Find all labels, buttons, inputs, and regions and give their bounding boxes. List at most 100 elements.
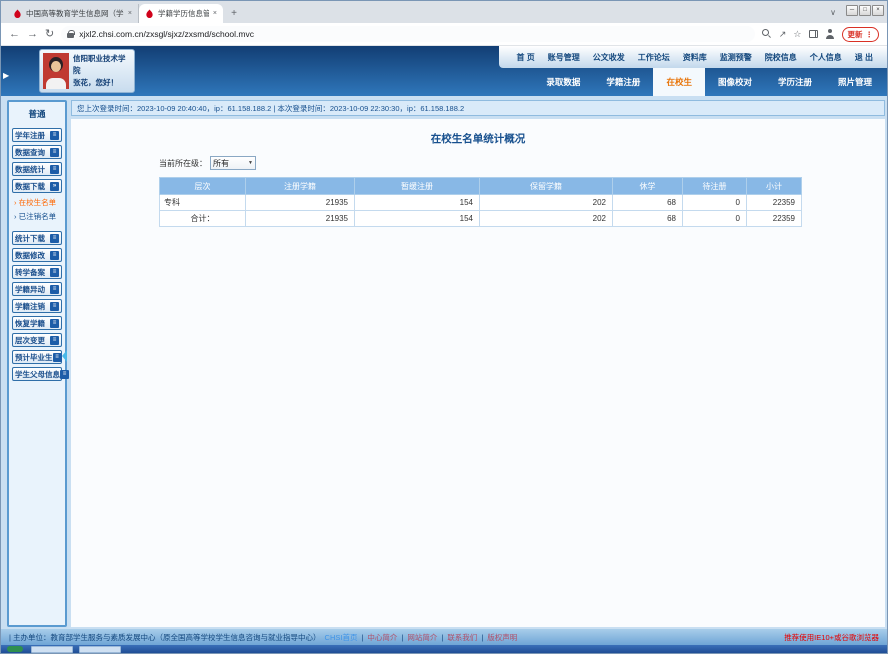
new-tab-button[interactable]: +	[231, 8, 237, 19]
footer-link-site-intro[interactable]: 网站简介	[407, 632, 438, 642]
retained-count-link[interactable]: 202	[479, 194, 613, 211]
sidebar-item-status-cancel[interactable]: 学籍注销 ≡	[12, 299, 62, 313]
sidebar-item-data-stats[interactable]: 数据统计 ≡	[12, 162, 62, 176]
sidebar-item-data-download[interactable]: 数据下载 »	[12, 179, 62, 193]
kebab-menu-icon[interactable]: ⋮	[865, 29, 874, 39]
tab-image-check[interactable]: 图像校对	[717, 77, 752, 87]
share-icon[interactable]: ↗	[778, 28, 787, 39]
menu-expand-icon: ≡	[50, 250, 59, 260]
forward-button[interactable]: →	[27, 27, 38, 40]
content-area: 普通 学年注册 ≡ 数据查询 ≡ 数据统计 ≡ 数据下载 » › 在校生名单 › 已注销…	[1, 96, 887, 629]
footer-separator: |	[441, 632, 444, 642]
footer-host-text: | 主办单位：教育部学生服务与素质发展中心（原全国高等学校学生信息咨询与就业指导…	[9, 632, 321, 642]
grade-select[interactable]: 所有 ▼	[210, 156, 256, 170]
sidebar-item-year-register[interactable]: 学年注册 ≡	[12, 128, 62, 142]
window-chevron-icon[interactable]: ∨	[830, 8, 836, 17]
sidebar-item-stats-download[interactable]: 统计下载 ≡	[12, 231, 62, 245]
nav-home[interactable]: 首 页	[516, 52, 535, 62]
url-text[interactable]: xjxl2.chsi.com.cn/zxsgl/sjxz/zxsmd/schoo…	[79, 29, 254, 39]
col-retained: 保留学籍	[479, 177, 613, 195]
deferred-total-link[interactable]: 154	[354, 210, 480, 227]
sidebar-item-label: 数据修改	[15, 250, 45, 260]
tab-admission-data[interactable]: 录取数据	[546, 77, 581, 87]
sidebar-item-level-change[interactable]: 层次变更 ≡	[12, 333, 62, 347]
tab-enrolled-students[interactable]: 在校生	[653, 68, 705, 96]
start-button[interactable]	[7, 646, 23, 652]
browser-tab-strip: 中国高等教育学生信息网（学信 × 学籍学历信息管理平台_在校生 × + ∨ ─ …	[1, 1, 887, 23]
menu-expand-icon: ≡	[50, 301, 59, 311]
tab-photo-manage[interactable]: 照片管理	[837, 77, 872, 87]
sidebar-collapse-handle-icon[interactable]	[62, 350, 67, 362]
back-button[interactable]: ←	[9, 27, 20, 40]
bookmark-star-icon[interactable]: ☆	[793, 28, 802, 39]
close-button[interactable]: ×	[872, 5, 884, 16]
minimize-button[interactable]: ─	[846, 5, 858, 16]
sidebar-item-transfer-record[interactable]: 转学备案 ≡	[12, 265, 62, 279]
tab-title: 学籍学历信息管理平台_在校生	[158, 9, 209, 18]
footer-link-chsi-home[interactable]: CHSI首页	[324, 632, 358, 642]
registered-count-link[interactable]: 21935	[245, 194, 355, 211]
sidebar-item-parent-info[interactable]: 学生父母信息 ≡	[12, 367, 69, 381]
nav-forum[interactable]: 工作论坛	[637, 52, 670, 62]
sidebar-link-cancelled-list[interactable]: › 已注销名单	[14, 210, 65, 224]
window-controls: ─ □ ×	[846, 5, 884, 16]
nav-documents[interactable]: 公文收发	[592, 52, 625, 62]
main-column: 您上次登录时间：2023-10-09 20:40:40，ip：61.158.18…	[71, 100, 885, 627]
sidebar-item-status-change[interactable]: 学籍异动 ≡	[12, 282, 62, 296]
sidebar-expand-arrow-icon[interactable]: ▶	[3, 71, 10, 80]
nav-personal-info[interactable]: 个人信息	[809, 52, 842, 62]
deferred-count-link[interactable]: 154	[354, 194, 480, 211]
browser-tab-chsi-home[interactable]: 中国高等教育学生信息网（学信 ×	[7, 4, 139, 23]
sidebar-item-label: 预计毕业生	[15, 352, 53, 362]
side-panel-icon[interactable]	[808, 30, 818, 38]
sidebar-item-label: 学年注册	[15, 130, 45, 140]
table-header-row: 层次 注册学籍 暂缓注册 保留学籍 休学 待注册 小计	[159, 177, 802, 195]
profile-icon[interactable]	[825, 29, 835, 39]
footer-separator: |	[481, 632, 484, 642]
col-pending: 待注册	[682, 177, 747, 195]
menu-collapse-icon: »	[50, 181, 59, 191]
grade-select-value: 所有	[213, 158, 229, 168]
nav-logout[interactable]: 退 出	[854, 52, 873, 62]
tab-degree-register[interactable]: 学历注册	[777, 77, 812, 87]
user-photo	[43, 53, 69, 89]
menu-expand-icon: ≡	[52, 352, 62, 362]
sidebar-item-label: 恢复学籍	[15, 318, 45, 328]
suspended-count-link[interactable]: 68	[612, 194, 683, 211]
nav-school-info[interactable]: 院校信息	[764, 52, 797, 62]
sidebar-link-enrolled-list[interactable]: › 在校生名单	[14, 196, 65, 210]
total-label-cell: 合计：	[159, 210, 246, 227]
address-bar[interactable]: xjxl2.chsi.com.cn/zxsgl/sjxz/zxsmd/schoo…	[61, 26, 755, 42]
menu-expand-icon: ≡	[60, 369, 69, 379]
tab-close-icon[interactable]: ×	[212, 10, 217, 17]
nav-library[interactable]: 资料库	[682, 52, 707, 62]
footer-link-contact[interactable]: 联系我们	[447, 632, 478, 642]
reload-button[interactable]: ↻	[45, 27, 55, 40]
chevron-down-icon: ▼	[248, 160, 253, 166]
zoom-icon[interactable]	[761, 29, 772, 39]
taskbar-item[interactable]	[79, 646, 121, 653]
retained-total-link[interactable]: 202	[479, 210, 613, 227]
sidebar-submenu: › 在校生名单 › 已注销名单	[9, 193, 65, 228]
sidebar-link-label: 已注销名单	[18, 212, 57, 221]
sidebar-item-data-query[interactable]: 数据查询 ≡	[12, 145, 62, 159]
browser-tab-zxs[interactable]: 学籍学历信息管理平台_在校生 ×	[139, 4, 223, 23]
restore-button[interactable]: □	[859, 5, 871, 16]
menu-expand-icon: ≡	[50, 233, 59, 243]
sidebar-item-status-restore[interactable]: 恢复学籍 ≡	[12, 316, 62, 330]
sidebar-item-expected-graduates[interactable]: 预计毕业生 ≡	[12, 350, 62, 364]
nav-monitor[interactable]: 监测预警	[719, 52, 752, 62]
sidebar-item-data-modify[interactable]: 数据修改 ≡	[12, 248, 62, 262]
footer-link-center-intro[interactable]: 中心简介	[367, 632, 398, 642]
chrome-update-button[interactable]: 更新 ⋮	[841, 26, 879, 42]
tab-close-icon[interactable]: ×	[127, 10, 132, 17]
footer-link-copyright[interactable]: 版权声明	[487, 632, 518, 642]
table-row-zhuanke: 专科 21935 154 202 68 0 22359	[159, 194, 802, 211]
nav-account[interactable]: 账号管理	[547, 52, 580, 62]
suspended-total-link[interactable]: 68	[612, 210, 683, 227]
subtotal-count-link[interactable]: 22359	[746, 194, 802, 211]
taskbar-item[interactable]	[31, 646, 73, 653]
subtotal-total-link[interactable]: 22359	[746, 210, 802, 227]
registered-total-link[interactable]: 21935	[245, 210, 355, 227]
tab-xueji-register[interactable]: 学籍注册	[606, 77, 641, 87]
